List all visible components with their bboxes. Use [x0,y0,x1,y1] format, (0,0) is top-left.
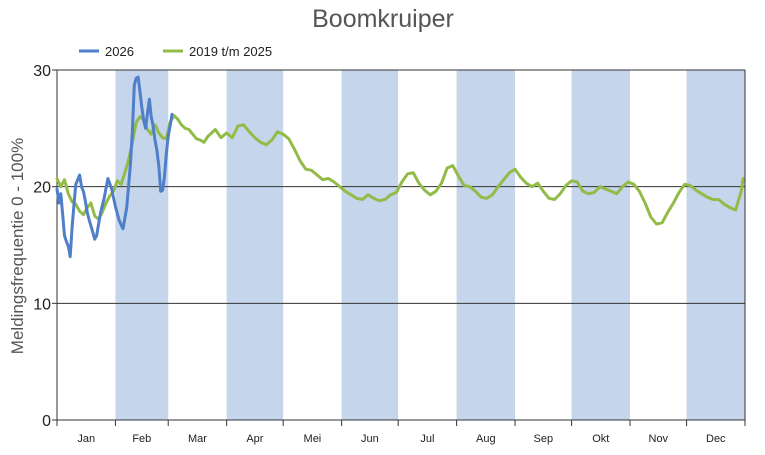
x-tick-label: Feb [132,433,151,445]
legend: 2026 2019 t/m 2025 [79,44,272,59]
x-tick-label: Jul [420,433,434,445]
month-band-apr [226,70,284,420]
y-tick-label: 20 [33,180,51,197]
month-band-feb [115,70,169,420]
month-band-dec [686,70,745,420]
month-band-aug [456,70,516,420]
x-tick-label: Dec [706,433,726,445]
x-tick-label: Sep [534,433,554,445]
x-tick-label: Aug [476,433,496,445]
month-bands [115,70,745,420]
month-band-jun [341,70,399,420]
x-tick-label: Jun [361,433,379,445]
x-tick-label: Apr [246,433,263,445]
y-tick-label: 30 [33,63,51,80]
chart-title: Boomkruiper [312,5,454,33]
x-tick-label: Mar [188,433,207,445]
legend-label: 2026 [105,44,134,59]
x-tick-label: Okt [592,433,609,445]
x-tick-label: Nov [649,433,669,445]
y-tick-label: 0 [42,413,51,430]
y-axis-label: Meldingsfrequentie 0 - 100% [8,138,27,354]
x-tick-label: Mei [304,433,322,445]
axes: 0 10 20 30 Jan Feb Mar Apr Mei Jun Jul Aug Sep Okt Nov… [33,63,746,445]
series-line-2026 [55,75,174,259]
y-tick-label: 10 [33,296,51,313]
x-tick-label: Jan [77,433,95,445]
legend-label: 2019 t/m 2025 [189,44,272,59]
series-lines [55,75,745,259]
month-band-okt [571,70,631,420]
